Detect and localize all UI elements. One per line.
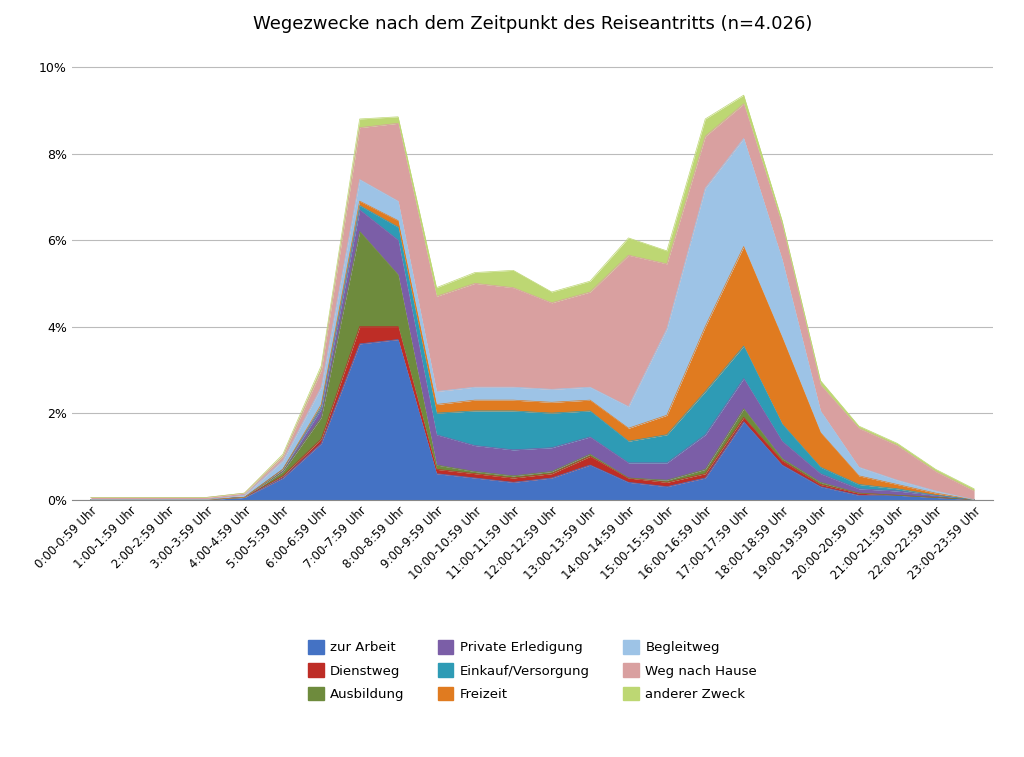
Legend: zur Arbeit, Dienstweg, Ausbildung, Private Erledigung, Einkauf/Versorgung, Freiz: zur Arbeit, Dienstweg, Ausbildung, Priva… bbox=[301, 634, 764, 708]
Title: Wegezwecke nach dem Zeitpunkt des Reiseantritts (n=4.026): Wegezwecke nach dem Zeitpunkt des Reisea… bbox=[253, 14, 812, 33]
